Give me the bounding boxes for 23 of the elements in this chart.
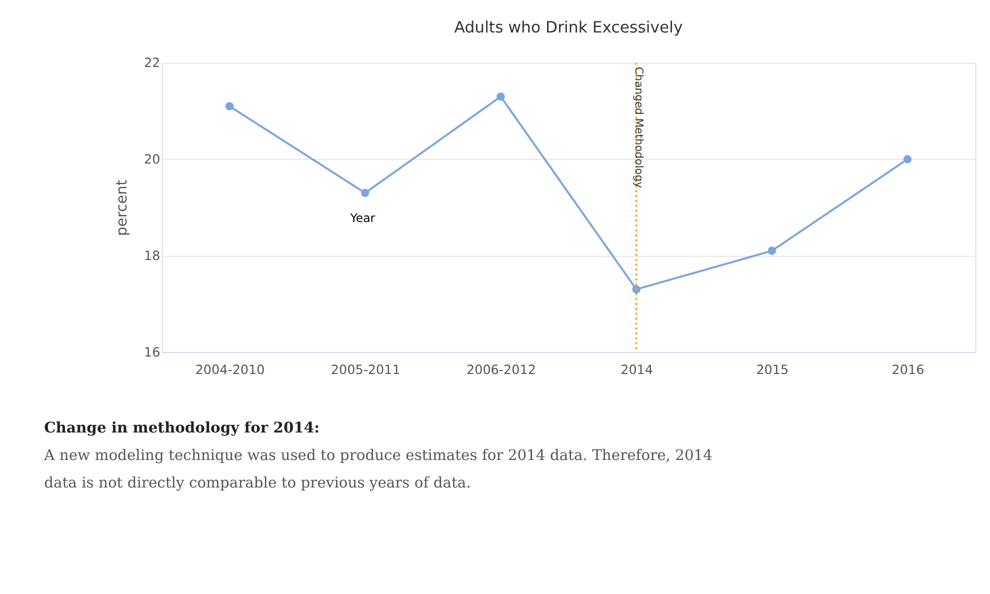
x-tick-label: 2005-2011 bbox=[330, 363, 400, 378]
x-axis-title: Year bbox=[349, 211, 376, 226]
point bbox=[632, 285, 640, 294]
text: data is not directly comparable to previous years of data. bbox=[44, 474, 471, 492]
point bbox=[496, 92, 505, 101]
point bbox=[225, 102, 234, 110]
x-tick-label: 2015 bbox=[756, 363, 789, 378]
y-tick-label: 22 bbox=[144, 56, 160, 72]
x-tick-label: 2014 bbox=[620, 363, 654, 378]
point bbox=[768, 246, 776, 255]
y-tick-label: 20 bbox=[144, 152, 160, 168]
x-tick-label: 2006-2012 bbox=[466, 363, 536, 378]
y-tick-label: 18 bbox=[144, 249, 160, 264]
y-tick-label: 16 bbox=[144, 345, 160, 360]
chart-title: Adults who Drink Excessively bbox=[454, 17, 683, 36]
x-tick-label: 2004-2010 bbox=[195, 363, 265, 378]
text: Change in methodology for 2014: bbox=[44, 419, 320, 436]
text: A new modeling technique was used to produce estimates for 2014 data. Therefore, 2014 bbox=[43, 446, 712, 464]
point bbox=[361, 188, 370, 198]
point bbox=[903, 155, 912, 164]
y-axis-title: percent bbox=[113, 180, 130, 236]
ref-line-label: Changed Methodology bbox=[632, 66, 646, 189]
x-tick-label: 2016 bbox=[892, 363, 924, 378]
